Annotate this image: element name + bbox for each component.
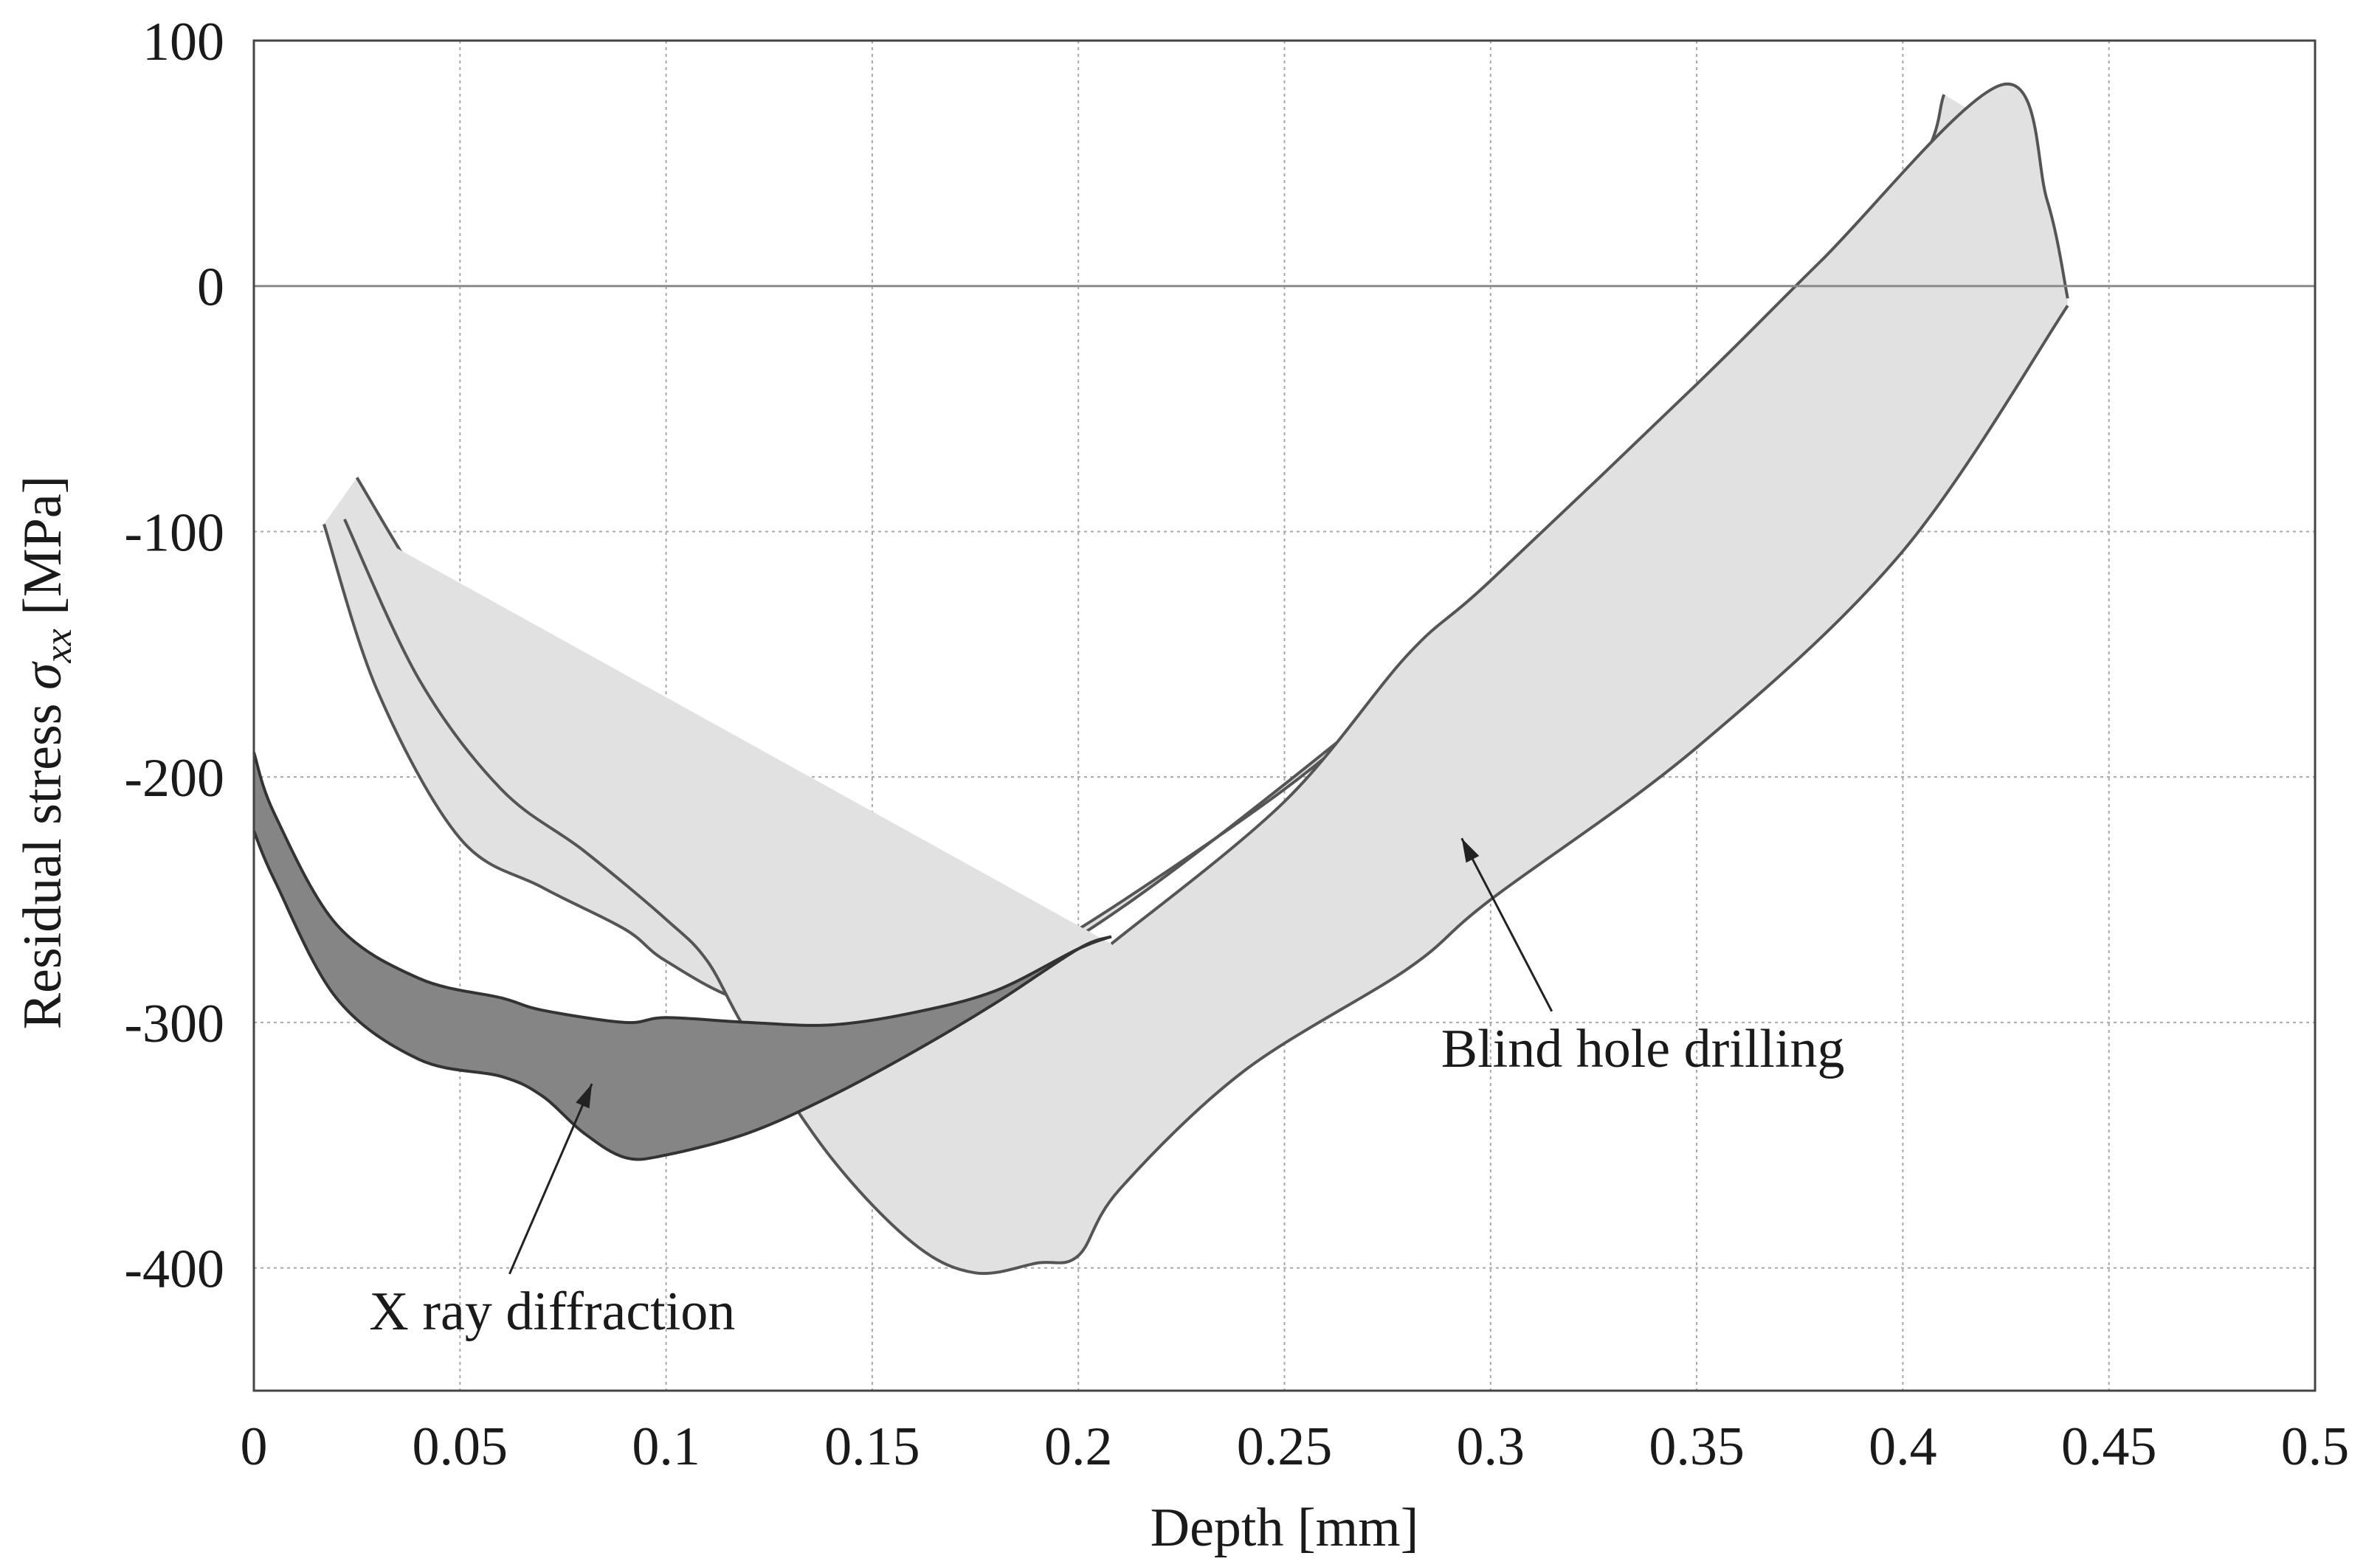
x-tick-label: 0.05 (413, 1416, 508, 1477)
annotation-arrow-0 (1460, 837, 1553, 1012)
x-tick-label: 0.15 (824, 1416, 920, 1477)
y-axis-label-symbol: σ (13, 661, 73, 690)
y-tick-label: -400 (124, 1239, 224, 1300)
series-1-upper-line (343, 305, 2069, 1276)
y-axis-label-subscript: xx (38, 629, 80, 663)
series-2-band (254, 752, 1111, 1160)
annotation-label-1: X ray diffraction (369, 1281, 735, 1342)
x-tick-label: 0.3 (1457, 1416, 1525, 1477)
annotations: Blind hole drilling X ray diffraction (369, 837, 1845, 1342)
series-areas (252, 82, 2069, 1276)
x-tick-label: 0.2 (1044, 1416, 1113, 1477)
y-tick-label: 0 (197, 257, 224, 318)
x-tick-label: 0 (241, 1416, 268, 1477)
x-axis-ticks: 0 0.05 0.1 0.15 0.2 0.25 0.3 0.35 0.4 0.45 0.5 (241, 1416, 2350, 1477)
y-tick-label: -200 (124, 748, 224, 809)
x-tick-label: 0.45 (2061, 1416, 2157, 1477)
series-1-band (344, 83, 2068, 1274)
x-tick-label: 0.1 (632, 1416, 700, 1477)
annotation-arrow-1 (508, 1083, 593, 1275)
x-tick-label: 0.25 (1237, 1416, 1333, 1477)
annotation-arrowhead-1 (576, 1084, 593, 1109)
series-2-upper-line (252, 752, 1112, 1027)
annotation-label-0: Blind hole drilling (1441, 1019, 1845, 1079)
y-axis-label: Residual stress σxx [MPa] (13, 476, 80, 1030)
y-axis-label-prefix: Residual stress (13, 690, 73, 1029)
x-tick-label: 0.5 (2281, 1416, 2350, 1477)
x-tick-label: 0.4 (1869, 1416, 1937, 1477)
x-tick-label: 0.35 (1649, 1416, 1745, 1477)
series-1-lower-line (1110, 82, 2069, 945)
x-axis-label: Depth [mm] (1151, 1498, 1419, 1558)
y-tick-label: -100 (124, 502, 224, 563)
y-axis-label-unit: [MPa] (13, 476, 73, 629)
y-tick-label: -300 (124, 994, 224, 1054)
y-axis-ticks: 100 0 -100 -200 -300 -400 (124, 12, 224, 1300)
annotation-arrowhead-0 (1461, 838, 1480, 863)
series-2-lower-line (252, 830, 1112, 1161)
y-tick-label: 100 (142, 12, 224, 72)
plot-frame (252, 39, 2317, 1392)
